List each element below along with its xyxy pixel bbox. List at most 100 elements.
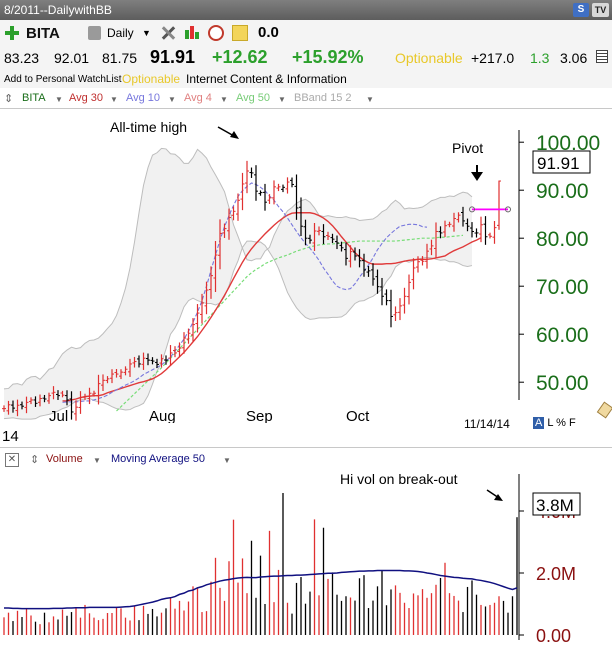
price-bar	[182, 332, 186, 354]
price-bar	[6, 400, 11, 415]
price-bar	[312, 222, 317, 251]
chevron-down-icon[interactable]: ▼	[168, 95, 176, 104]
period-select[interactable]: Daily ▼	[104, 23, 154, 43]
price-bar	[456, 212, 461, 223]
legend-avg4[interactable]: Avg 4	[184, 92, 212, 104]
tools-icon[interactable]	[160, 25, 176, 41]
price-bar	[353, 247, 357, 261]
legend-avg10[interactable]: Avg 10	[126, 92, 161, 104]
price-bar	[492, 221, 497, 244]
price-bar	[2, 405, 6, 412]
price-bar	[218, 219, 222, 270]
price-bar	[389, 289, 393, 328]
alarm-clock-icon[interactable]	[208, 25, 224, 41]
volume-y-tick-label: 0.00	[536, 626, 571, 646]
pivot-marker-start	[469, 206, 475, 213]
info-row: Add to Personal WatchList Optionable Int…	[0, 70, 612, 88]
price-bar	[186, 328, 191, 344]
price-bar	[371, 263, 375, 286]
price-bar	[429, 239, 434, 256]
x-tick-jul: Jul	[49, 408, 68, 423]
price-bar	[272, 180, 276, 205]
price-bar	[497, 180, 501, 230]
pencil-icon[interactable]	[596, 401, 612, 419]
chevron-down-icon[interactable]: ▼	[93, 456, 101, 465]
x-tick-oct: Oct	[346, 408, 370, 423]
price-bar	[56, 390, 60, 400]
note-icon[interactable]	[232, 25, 248, 41]
document-icon[interactable]	[88, 26, 101, 40]
price-bar	[366, 266, 371, 277]
price-bar	[141, 352, 146, 370]
chevron-down-icon[interactable]: ▼	[220, 95, 228, 104]
volume-y-tick-label: 2.0M	[536, 564, 576, 584]
price-bar	[375, 269, 380, 294]
last-price-label: 91.91	[537, 154, 580, 173]
x-tick-aug: Aug	[149, 408, 176, 423]
price-bar	[33, 396, 38, 407]
price-bar	[290, 177, 294, 188]
chevron-down-icon[interactable]: ▼	[110, 95, 118, 104]
price-bar	[128, 358, 132, 377]
price-bar	[299, 197, 303, 237]
chevron-down-icon[interactable]: ▼	[278, 95, 286, 104]
annotation-all-time-high: All-time high	[110, 119, 187, 135]
legend-bband[interactable]: BBand 15 2	[294, 92, 352, 104]
price-bar	[240, 172, 245, 211]
price-chart[interactable]: All-time high Pivot 100.00 90.00 80.00 70.0…	[0, 108, 612, 423]
chevron-down-icon[interactable]: ▼	[55, 95, 63, 104]
price-bar	[83, 393, 87, 401]
price-bar	[92, 390, 96, 397]
reorder-icon[interactable]: ⇕	[4, 93, 14, 105]
close-icon[interactable]: ✕	[5, 453, 19, 467]
symbol-input[interactable]	[26, 23, 86, 43]
avg30-line	[62, 212, 482, 402]
price-bar	[60, 390, 65, 398]
price-bar	[407, 274, 411, 305]
annotation-pivot: Pivot	[452, 140, 483, 156]
legend-symbol[interactable]: BITA	[22, 92, 46, 104]
volume-ma-line	[4, 569, 518, 610]
price-bar	[330, 233, 335, 243]
add-symbol-icon[interactable]	[4, 25, 20, 41]
price-bar	[78, 391, 83, 414]
period-value: Daily	[107, 26, 134, 40]
list-icon[interactable]	[596, 50, 608, 63]
price-bar	[155, 358, 159, 369]
price-bar	[380, 277, 384, 306]
y-tick-label: 80.00	[536, 228, 589, 251]
s-button[interactable]: S	[573, 3, 589, 17]
legend-avg30[interactable]: Avg 30	[69, 92, 104, 104]
candlestick-icon[interactable]	[184, 25, 200, 41]
reorder-icon[interactable]: ⇕	[30, 454, 40, 466]
quote-row: 83.23 92.01 81.75 91.91 +12.62 +15.92% O…	[0, 46, 612, 70]
price-bar	[276, 183, 281, 192]
legend-volume[interactable]: Volume	[46, 453, 83, 465]
price-bar	[465, 218, 470, 232]
legend-avg50[interactable]: Avg 50	[236, 92, 271, 104]
indicator-legend: ⇕ BITA ▼ Avg 30 ▼ Avg 10 ▼ Avg 4 ▼ Avg 5…	[0, 90, 612, 108]
quote-value-1: +217.0	[471, 50, 515, 66]
price-bar	[204, 281, 209, 315]
price-bar	[339, 241, 344, 252]
open-price: 83.23	[4, 50, 40, 66]
volume-chart[interactable]: Hi vol on break-out 4.0M2.0M0.00 3.8M	[0, 470, 612, 656]
price-bar	[425, 243, 429, 269]
window-title: 8/2011--DailywithBB	[4, 3, 112, 17]
price-bar	[434, 222, 438, 258]
add-to-watchlist-link[interactable]: Add to Personal WatchList	[4, 74, 122, 85]
price-bar	[119, 369, 123, 380]
price-bar	[447, 221, 452, 228]
chevron-down-icon[interactable]: ▼	[366, 95, 374, 104]
price-bar	[362, 253, 366, 277]
price-bar	[474, 228, 479, 238]
price-change: +12.62	[212, 47, 268, 67]
price-bar	[29, 397, 33, 405]
price-bar	[245, 160, 249, 194]
chevron-down-icon[interactable]: ▼	[223, 456, 231, 465]
quote-value-3: 3.06	[560, 50, 588, 66]
tv-button[interactable]: TV	[592, 3, 609, 17]
price-bar	[344, 242, 348, 266]
scale-controls[interactable]: A L % F	[533, 417, 576, 429]
legend-volume-ma[interactable]: Moving Average 50	[111, 453, 205, 465]
